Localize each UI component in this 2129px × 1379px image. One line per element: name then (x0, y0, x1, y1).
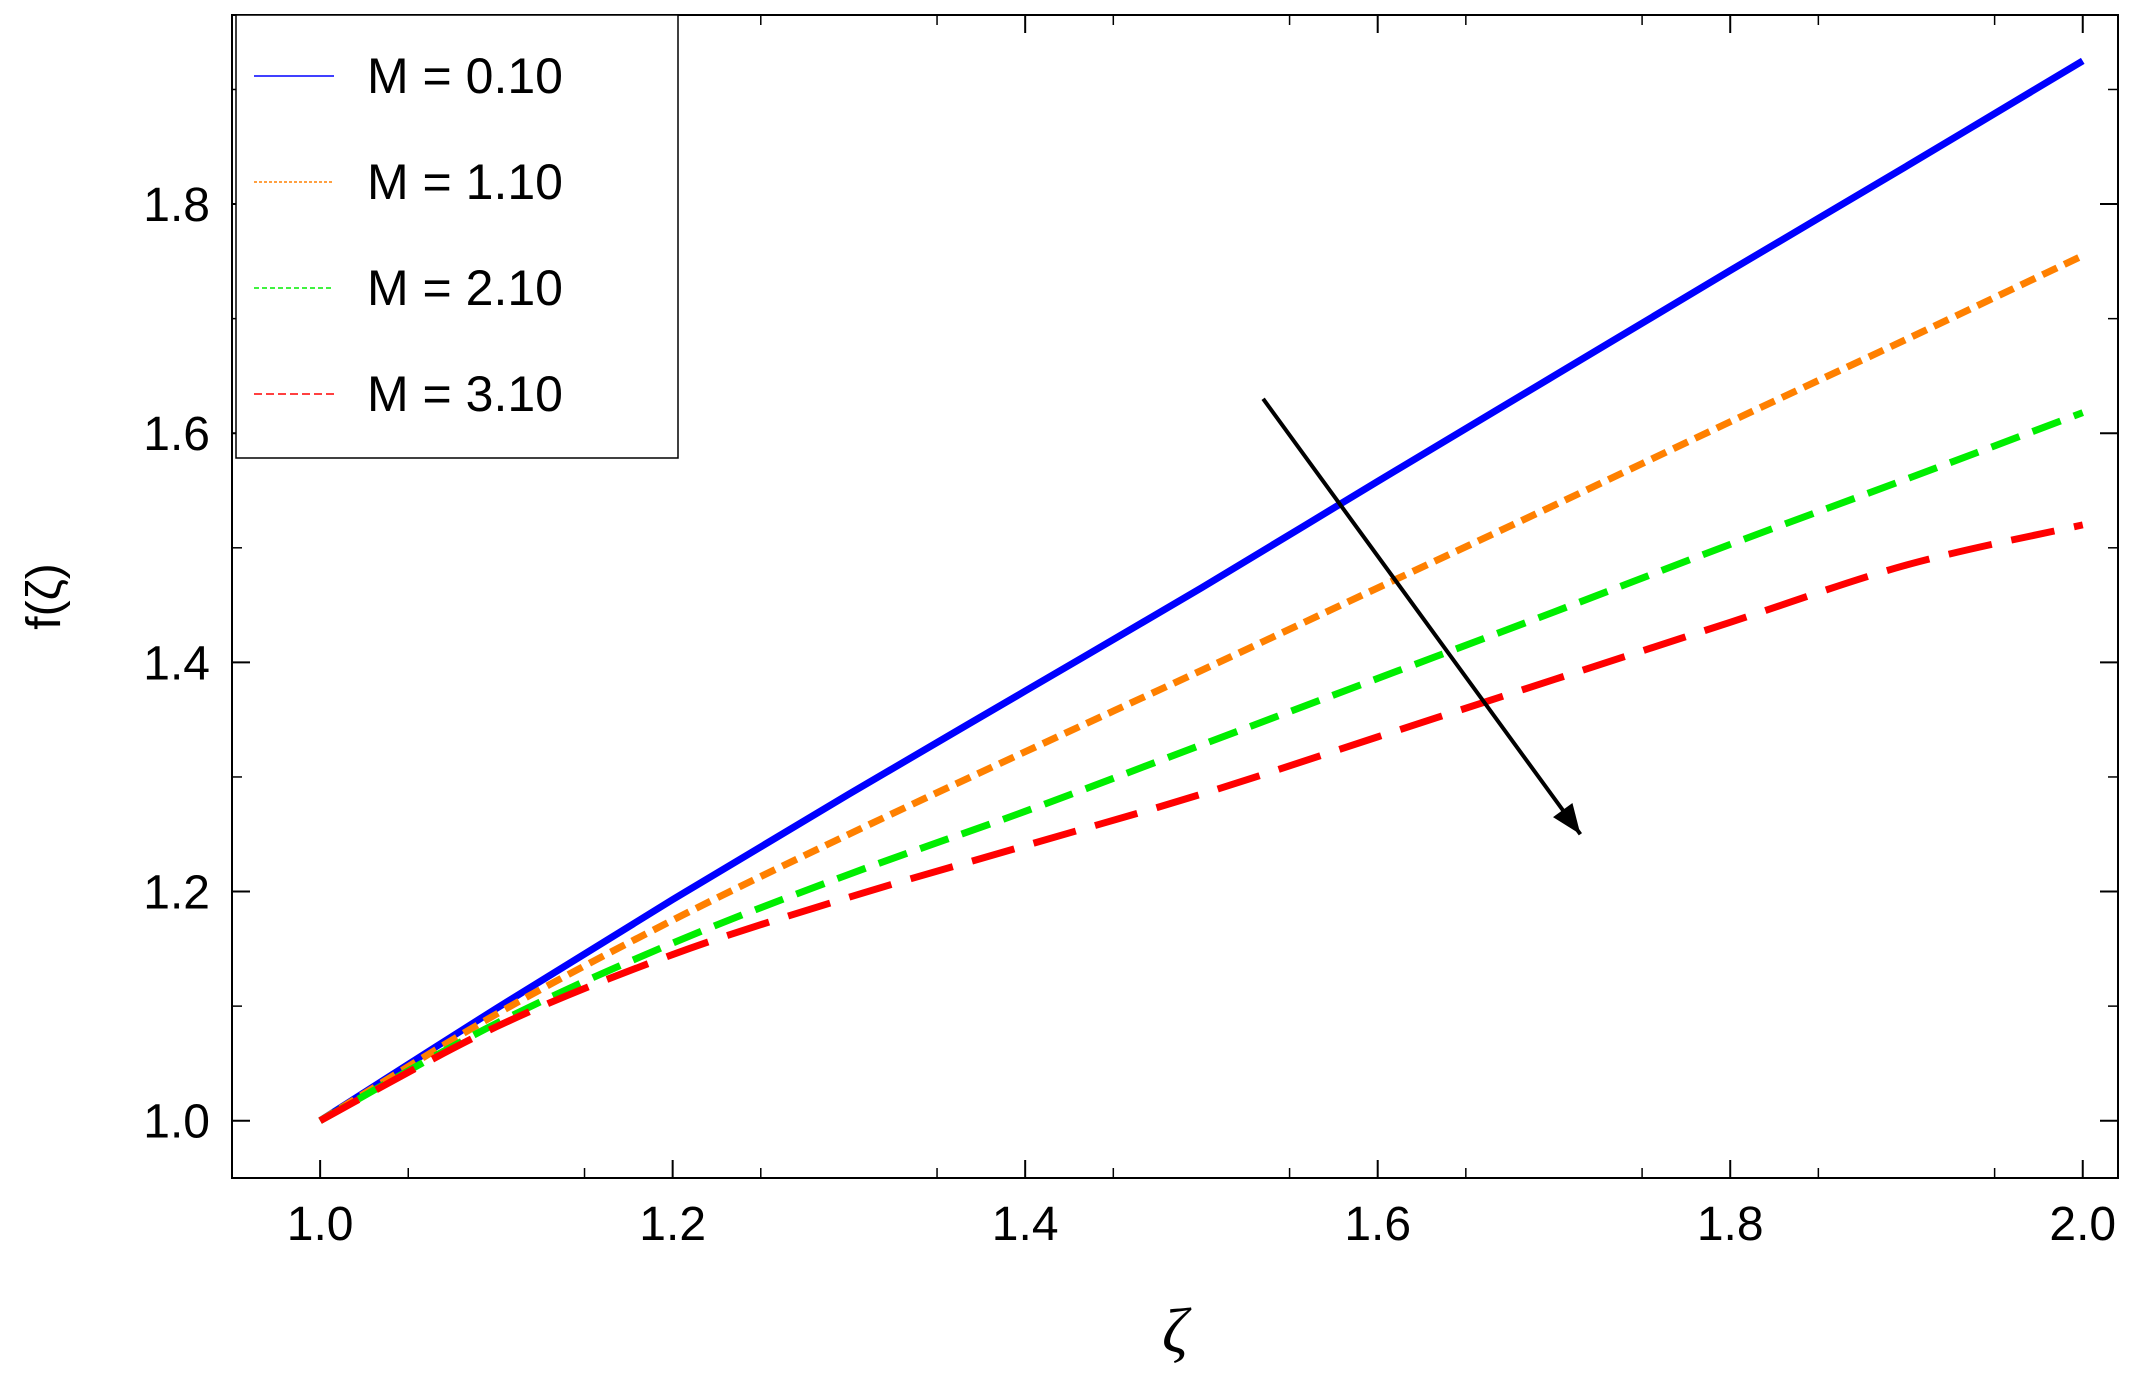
legend-label-2: M = 1.10 (367, 154, 563, 210)
y-tick-label: 1.6 (143, 408, 210, 461)
series-line-3 (318, 409, 2084, 1124)
x-tick-label: 2.0 (2049, 1198, 2116, 1251)
y-tick-label: 1.2 (143, 867, 210, 920)
legend-label-3: M = 2.10 (367, 260, 563, 316)
annotation-arrow-shaft (1261, 397, 1583, 836)
y-axis-label: f(ζ) (18, 563, 71, 629)
x-axis-label: ζ (1162, 1295, 1192, 1366)
y-tick-label: 1.8 (143, 179, 210, 232)
y-tick-label: 1.0 (143, 1096, 210, 1149)
x-tick-label: 1.0 (287, 1198, 354, 1251)
plot-frame (231, 14, 2119, 1179)
x-tick-label: 1.8 (1697, 1198, 1764, 1251)
y-tick-label: 1.4 (143, 637, 210, 690)
legend-label-1: M = 0.10 (367, 48, 563, 104)
x-tick-label: 1.6 (1344, 1198, 1411, 1251)
legend-label-4: M = 3.10 (367, 366, 563, 422)
series-line-1 (318, 57, 2085, 1124)
legend-box (235, 14, 679, 459)
annotation-arrow-head (1553, 802, 1581, 835)
series-line-4 (318, 521, 2084, 1124)
x-tick-label: 1.2 (639, 1198, 706, 1251)
x-tick-label: 1.4 (992, 1198, 1059, 1251)
